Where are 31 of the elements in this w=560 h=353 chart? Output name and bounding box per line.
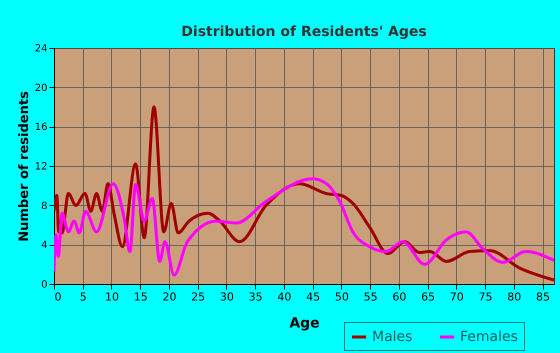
x-tick-label: 30 (220, 290, 234, 304)
y-axis-title: Number of residents (16, 90, 32, 242)
y-tick-label: 0 (41, 280, 48, 290)
x-tick-label: 0 (54, 290, 62, 304)
y-tick-label: 24 (34, 44, 48, 54)
x-tick-label: 55 (364, 290, 378, 304)
x-tick-label: 45 (306, 290, 320, 304)
chart-title: Distribution of Residents' Ages (181, 24, 427, 40)
x-axis-title: Age (289, 316, 320, 332)
x-tick-label: 80 (507, 290, 522, 304)
y-tick-label: 4 (41, 240, 48, 252)
x-tick-label: 70 (450, 290, 464, 304)
y-tick-label: 20 (34, 82, 48, 94)
line-series (54, 177, 554, 277)
y-tick-label: 16 (34, 122, 48, 134)
x-tick-label: 5 (80, 290, 87, 304)
x-tick-label: 40 (277, 290, 292, 304)
legend-label: Males (372, 329, 412, 345)
x-tick-label: 25 (191, 290, 206, 304)
x-tick-label: 35 (248, 290, 263, 304)
x-tick-label: 75 (478, 290, 493, 304)
x-tick-label: 50 (334, 290, 349, 304)
x-tick-label: 65 (421, 290, 436, 304)
legend-label: Females (460, 329, 518, 345)
x-tick-label: 60 (392, 290, 406, 304)
x-tick-label: 20 (162, 290, 176, 304)
x-tick-label: 15 (134, 290, 148, 304)
x-tick-label: 85 (536, 290, 550, 304)
y-tick-label: 12 (34, 162, 48, 172)
x-tick-label: 10 (104, 290, 119, 304)
y-tick-label: 8 (41, 200, 48, 212)
